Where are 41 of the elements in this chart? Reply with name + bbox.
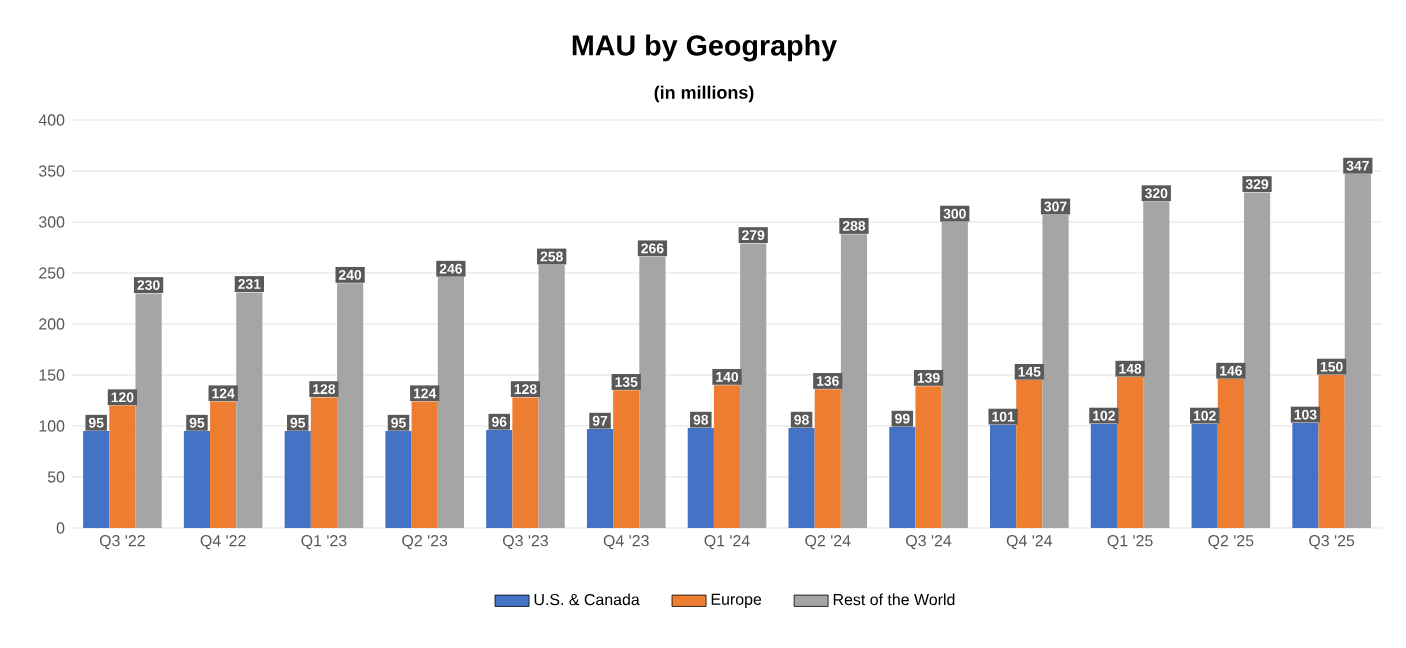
bar bbox=[1344, 174, 1371, 528]
bar bbox=[613, 390, 640, 528]
bar bbox=[1143, 201, 1170, 528]
bar bbox=[512, 397, 539, 528]
bar bbox=[687, 428, 714, 528]
bar bbox=[83, 431, 110, 528]
bar bbox=[109, 405, 136, 528]
bar bbox=[915, 386, 942, 528]
bar bbox=[1090, 423, 1117, 528]
bar bbox=[183, 431, 211, 528]
bar bbox=[135, 293, 162, 528]
bar bbox=[1042, 214, 1069, 528]
bar bbox=[840, 234, 868, 528]
chart-subtitle: (in millions) bbox=[654, 85, 754, 103]
bar bbox=[486, 430, 513, 528]
bar bbox=[1292, 422, 1319, 528]
bar bbox=[1191, 423, 1218, 528]
bar bbox=[538, 264, 565, 528]
bar bbox=[788, 428, 815, 528]
bar bbox=[1116, 377, 1144, 528]
bar bbox=[1318, 375, 1345, 528]
bar bbox=[411, 401, 438, 528]
bar bbox=[889, 427, 916, 528]
bar bbox=[814, 389, 841, 528]
bar bbox=[990, 424, 1017, 528]
bar bbox=[437, 277, 464, 528]
bar bbox=[740, 243, 767, 528]
bar bbox=[284, 431, 311, 528]
bar bbox=[941, 222, 968, 528]
bar bbox=[210, 401, 237, 528]
chart-title: MAU by Geography bbox=[572, 34, 837, 62]
bar bbox=[1016, 380, 1043, 528]
bar bbox=[586, 429, 614, 528]
bar bbox=[385, 431, 412, 528]
bar bbox=[1243, 192, 1271, 528]
bar bbox=[236, 292, 263, 528]
bar bbox=[1217, 379, 1244, 528]
bar bbox=[639, 256, 666, 528]
bar bbox=[310, 397, 338, 528]
bar bbox=[713, 385, 741, 528]
bar bbox=[337, 283, 364, 528]
